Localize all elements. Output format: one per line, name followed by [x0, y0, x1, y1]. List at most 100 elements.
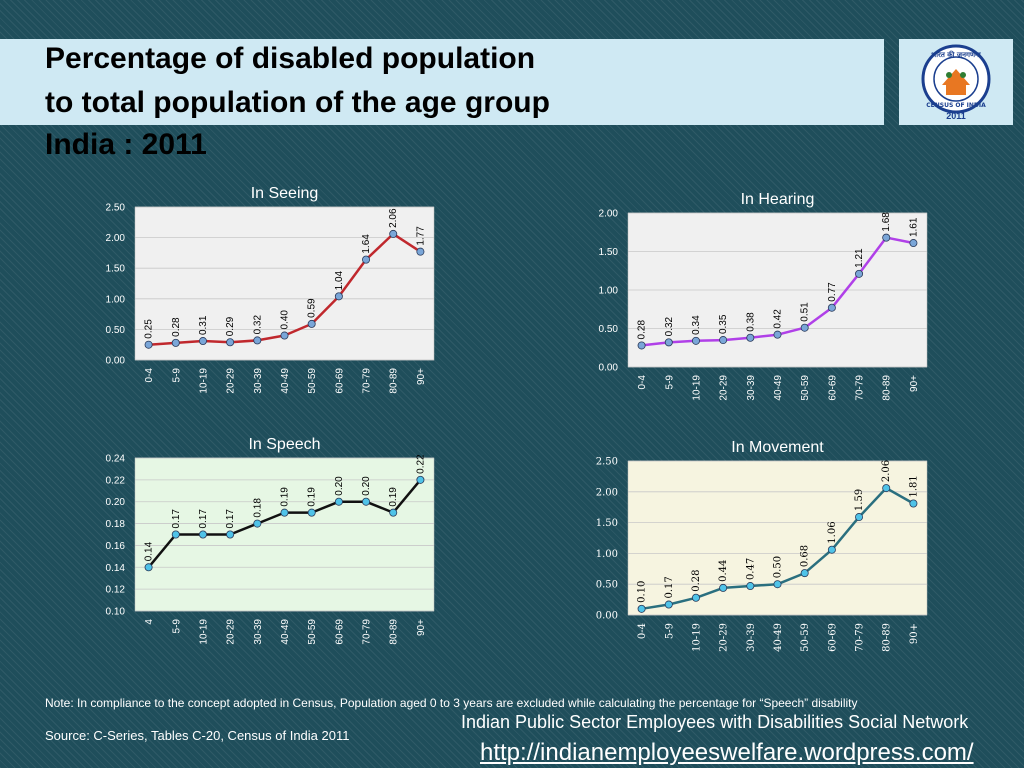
y-tick-label: 1.50 — [596, 518, 618, 529]
data-point — [855, 513, 864, 522]
x-tick-label: 40-49 — [773, 375, 784, 401]
x-tick-label: 5-9 — [664, 375, 675, 390]
data-point — [144, 340, 153, 349]
x-tick-label: 10-19 — [691, 623, 702, 652]
data-label: 0.31 — [198, 315, 209, 335]
data-point — [691, 336, 700, 345]
y-tick-label: 1.00 — [106, 294, 126, 305]
data-point — [226, 338, 235, 347]
x-tick-label: 20-29 — [226, 619, 237, 645]
data-point — [773, 330, 782, 339]
y-tick-label: 0.24 — [106, 454, 126, 465]
chart-title: In Hearing — [741, 191, 815, 208]
data-label: 1.06 — [827, 521, 838, 543]
network-name: Indian Public Sector Employees with Disa… — [461, 712, 969, 732]
data-label: 0.34 — [691, 315, 702, 335]
data-label: 0.28 — [691, 569, 702, 591]
data-label: 0.20 — [361, 476, 372, 496]
data-point — [389, 229, 398, 238]
logo-top-text: भारत की जनगणना — [931, 50, 982, 59]
data-point — [226, 530, 235, 539]
data-label: 0.40 — [280, 310, 291, 330]
x-tick-label: 70-79 — [855, 375, 866, 401]
data-label: 0.17 — [198, 509, 209, 529]
data-point — [773, 580, 782, 589]
y-tick-label: 2.50 — [106, 203, 126, 214]
data-label: 0.19 — [280, 487, 291, 507]
x-tick-label: 90+ — [909, 623, 920, 644]
data-label: 0.22 — [415, 454, 426, 474]
y-tick-label: 2.00 — [596, 487, 618, 498]
x-tick-label: 0-4 — [637, 375, 648, 390]
y-tick-label: 0.50 — [599, 324, 619, 335]
page-title-line-3: India : 2011 — [45, 128, 207, 161]
x-tick-label: 20-29 — [226, 368, 237, 394]
y-tick-label: 0.50 — [596, 580, 618, 591]
x-tick-label: 5-9 — [171, 368, 182, 383]
data-label: 1.64 — [361, 234, 372, 254]
data-label: 0.17 — [225, 509, 236, 529]
x-tick-label: 60-69 — [334, 619, 345, 645]
x-tick-label: 50-59 — [307, 619, 318, 645]
y-tick-label: 0.00 — [106, 356, 126, 367]
data-label: 0.19 — [388, 487, 399, 507]
x-tick-label: 90+ — [909, 375, 920, 392]
data-point — [280, 508, 289, 517]
data-label: 0.68 — [800, 545, 811, 567]
data-label: 1.68 — [881, 212, 892, 232]
data-label: 0.18 — [252, 498, 263, 518]
data-point — [171, 338, 180, 347]
y-tick-label: 2.50 — [596, 457, 618, 468]
data-label: 0.59 — [307, 298, 318, 318]
data-point — [334, 292, 343, 301]
x-tick-label: 40-49 — [280, 368, 291, 394]
y-tick-label: 1.00 — [596, 549, 618, 560]
data-point — [171, 530, 180, 539]
data-point — [855, 269, 864, 278]
data-point — [746, 333, 755, 342]
x-tick-label: 80-89 — [389, 368, 400, 394]
x-tick-label: 50-59 — [307, 368, 318, 394]
y-tick-label: 0.16 — [106, 541, 126, 552]
y-tick-label: 0.14 — [106, 563, 126, 574]
x-tick-label: 30-39 — [746, 623, 757, 652]
data-label: 1.77 — [415, 226, 426, 246]
data-label: 0.42 — [773, 309, 784, 329]
y-tick-label: 0.10 — [106, 607, 126, 618]
x-tick-label: 70-79 — [362, 368, 373, 394]
data-label: 0.10 — [637, 581, 648, 603]
house-icon — [942, 69, 970, 85]
data-point — [144, 563, 153, 572]
data-point — [746, 582, 755, 591]
data-label: 0.19 — [307, 487, 318, 507]
x-tick-label: 50-59 — [800, 375, 811, 401]
x-tick-label: 10-19 — [691, 375, 702, 401]
y-tick-label: 0.22 — [106, 475, 126, 486]
data-label: 1.59 — [854, 489, 865, 511]
plot-area — [627, 460, 928, 616]
chart-title: In Seeing — [251, 185, 319, 202]
data-label: 0.50 — [773, 556, 784, 578]
data-label: 2.06 — [388, 208, 399, 228]
data-point — [691, 593, 700, 602]
data-point — [827, 303, 836, 312]
x-tick-label: 30-39 — [253, 619, 264, 645]
data-label: 1.81 — [908, 475, 919, 497]
x-tick-label: 5-9 — [664, 623, 675, 639]
chart-speech: 0.10 0.12 0.14 0.16 0.18 0.20 0.22 0.24 In Speec… — [106, 436, 435, 645]
y-tick-label: 0.18 — [106, 519, 126, 530]
census-logo: भारत की जनगणना CENSUS OF INDIA 2011 — [899, 39, 1013, 125]
source-citation: Source: C-Series, Tables C-20, Census of… — [45, 728, 350, 743]
page-title-line-1: Percentage of disabled population — [45, 42, 536, 75]
data-point — [334, 497, 343, 506]
y-tick-label: 2.00 — [106, 233, 126, 244]
chart-title: In Movement — [731, 439, 824, 456]
website-link[interactable]: http://indianemployeeswelfare.wordpress.… — [480, 739, 974, 766]
data-point — [198, 337, 207, 346]
person-icon — [960, 72, 966, 78]
data-label: 2.06 — [881, 460, 892, 482]
x-tick-label: 30-39 — [253, 368, 264, 394]
data-label: 0.77 — [827, 282, 838, 302]
x-tick-label: 60-69 — [334, 368, 345, 394]
house-base-icon — [946, 85, 966, 95]
